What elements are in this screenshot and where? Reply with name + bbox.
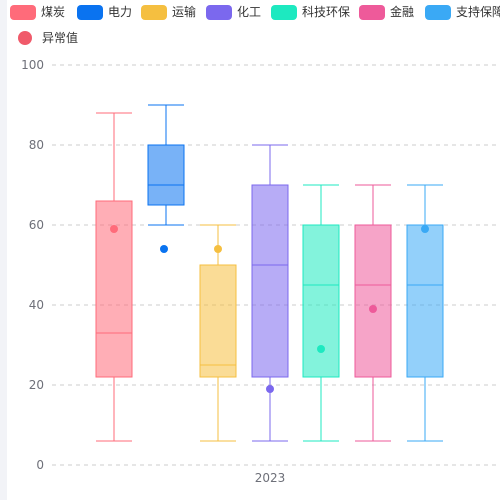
outlier-point[interactable] — [369, 305, 377, 313]
legend-label[interactable]: 异常值 — [42, 30, 78, 45]
outlier-point[interactable] — [110, 225, 118, 233]
outlier-point[interactable] — [214, 245, 222, 253]
left-panel-edge — [0, 0, 7, 500]
box[interactable] — [199, 264, 237, 378]
outlier-point[interactable] — [421, 225, 429, 233]
y-tick-label: 20 — [29, 378, 44, 392]
legend-label[interactable]: 化工 — [237, 5, 261, 19]
legend-label[interactable]: 运输 — [172, 4, 196, 19]
legend-swatch[interactable] — [359, 5, 385, 20]
box[interactable] — [251, 184, 289, 378]
y-tick-label: 40 — [29, 298, 44, 312]
y-tick-label: 80 — [29, 138, 44, 152]
legend-label[interactable]: 支持保障 — [456, 4, 500, 19]
y-tick-label: 100 — [21, 58, 44, 72]
legend-label[interactable]: 金融 — [390, 4, 414, 19]
legend-label[interactable]: 科技环保 — [302, 5, 350, 19]
x-tick-label: 2023 — [255, 471, 286, 485]
legend-label[interactable]: 煤炭 — [41, 5, 65, 19]
legend-swatch-outlier[interactable] — [18, 31, 32, 45]
outlier-point[interactable] — [266, 385, 274, 393]
box[interactable] — [354, 224, 392, 378]
legend-swatch[interactable] — [10, 5, 36, 20]
legend-swatch[interactable] — [425, 5, 451, 20]
outlier-point[interactable] — [317, 345, 325, 353]
box[interactable] — [302, 224, 340, 378]
legend-label[interactable]: 电力 — [108, 5, 132, 19]
y-tick-label: 0 — [36, 458, 44, 472]
y-tick-label: 60 — [29, 218, 44, 232]
legend-swatch[interactable] — [141, 5, 167, 20]
outlier-point[interactable] — [160, 245, 168, 253]
box[interactable] — [147, 144, 185, 206]
legend-swatch[interactable] — [271, 5, 297, 20]
box[interactable] — [406, 224, 444, 378]
legend-swatch[interactable] — [206, 5, 232, 20]
legend-swatch[interactable] — [77, 5, 103, 20]
